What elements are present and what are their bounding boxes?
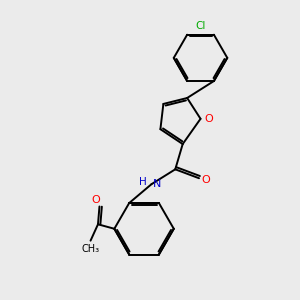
Text: Cl: Cl (195, 21, 206, 31)
Text: CH₃: CH₃ (82, 244, 100, 254)
Text: N: N (153, 179, 161, 189)
Text: O: O (92, 195, 100, 205)
Text: O: O (201, 175, 210, 185)
Text: H: H (139, 177, 147, 187)
Text: O: O (204, 114, 213, 124)
